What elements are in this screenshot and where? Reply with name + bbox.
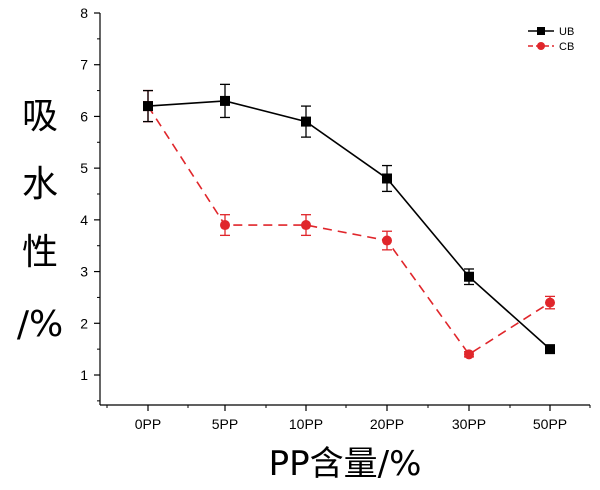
y-tick-label: 8 (80, 5, 88, 21)
x-axis-ticks: 0PP 5PP 10PP 20PP 30PP 50PP (106, 405, 591, 432)
data-point (220, 95, 230, 106)
series-cb (143, 89, 555, 360)
y-tick-label: 1 (80, 367, 88, 383)
y-tick-label: 6 (80, 108, 88, 124)
data-point (301, 116, 311, 127)
y-tick-label: 2 (80, 315, 88, 331)
series-ub (143, 83, 555, 355)
x-tick-label: 20PP (370, 416, 404, 432)
y-axis-title-char-3: 性 (22, 232, 58, 273)
data-point (545, 344, 555, 355)
y-tick-label: 3 (80, 264, 88, 280)
x-tick-label: 10PP (289, 416, 323, 432)
y-axis-title: 吸 水 性 /% (17, 96, 63, 345)
data-point (545, 297, 555, 308)
x-tick-label: 30PP (452, 416, 486, 432)
y-tick-label: 5 (80, 160, 88, 176)
data-point (301, 220, 311, 231)
y-tick-label: 4 (80, 212, 88, 228)
legend-label: UB (559, 26, 574, 38)
data-point (220, 220, 230, 231)
series-line-cb (147, 105, 551, 356)
series-layer (143, 83, 555, 360)
legend-item-cb: CB (528, 41, 574, 53)
x-axis-title: PP含量/% (269, 444, 422, 484)
y-axis-title-char-1: 吸 (22, 96, 58, 137)
legend: UB CB (528, 26, 574, 53)
legend-marker (537, 27, 545, 35)
series-line-ub (147, 100, 551, 350)
legend-item-ub: UB (528, 26, 574, 38)
data-point (143, 101, 153, 112)
y-tick-label: 7 (80, 57, 88, 73)
x-tick-label: 50PP (533, 416, 567, 432)
data-point (382, 235, 392, 246)
data-point (382, 173, 392, 184)
x-tick-label: 5PP (212, 416, 238, 432)
legend-label: CB (559, 41, 574, 53)
x-tick-label: 0PP (135, 416, 161, 432)
plot-frame (99, 13, 590, 406)
data-point (464, 349, 474, 360)
y-axis-title-char-2: 水 (22, 164, 58, 205)
y-axis-ticks: 1 2 3 4 5 6 7 8 (80, 5, 100, 402)
data-point (464, 271, 474, 282)
y-axis-title-char-4: /% (17, 304, 63, 345)
legend-marker (537, 42, 545, 50)
